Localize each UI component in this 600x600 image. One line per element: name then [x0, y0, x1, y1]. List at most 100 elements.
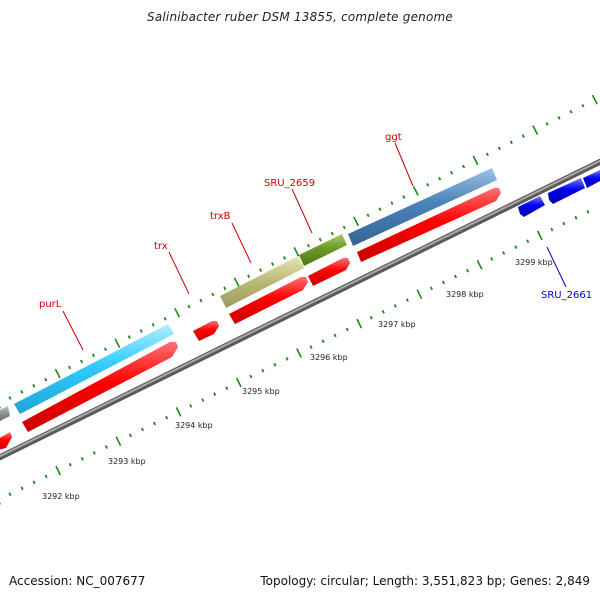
gene-label-SRU_2659[interactable]: SRU_2659 [264, 178, 315, 189]
inner-tick-major [356, 318, 363, 329]
inner-tick-minor [92, 451, 96, 455]
outer-tick-minor [211, 292, 215, 297]
outer-tick-major [54, 368, 61, 379]
cds-arrow-purL[interactable] [22, 342, 178, 432]
outer-tick-minor [103, 347, 107, 352]
outer-tick-major [591, 94, 598, 105]
inner-tick-minor [8, 492, 12, 496]
genome-backbone [0, 158, 600, 461]
gene-feature-SRU_2659[interactable] [299, 234, 347, 266]
kbp-label: 3297 kbp [378, 320, 416, 329]
inner-tick-minor [574, 215, 578, 220]
inner-tick-minor [441, 280, 446, 285]
kbp-label: 3292 kbp [42, 492, 80, 501]
inner-tick-minor [550, 227, 554, 232]
outer-tick-major [174, 307, 181, 318]
outer-tick-major [532, 125, 539, 135]
reverse-gene-track [518, 170, 600, 217]
gene-feature-reverse-3[interactable] [583, 170, 600, 188]
outer-tick-minor [32, 383, 36, 388]
outer-tick-minor [271, 262, 275, 266]
kbp-label: 3295 kbp [242, 387, 280, 396]
inner-tick-minor [201, 398, 205, 402]
outer-tick-minor [366, 213, 370, 218]
outer-tick-minor [390, 201, 394, 205]
cds-arrow-edge[interactable] [0, 432, 12, 450]
inner-tick-minor [454, 274, 458, 279]
outer-tick-minor [402, 195, 406, 199]
outer-tick-minor [462, 164, 466, 169]
gene-label-purL[interactable]: purL [39, 299, 62, 310]
outer-tick-row [0, 94, 598, 409]
inner-tick-minor [285, 357, 289, 361]
cds-arrow-trxB[interactable] [229, 277, 308, 324]
outer-tick-minor [44, 377, 48, 382]
kbp-label: 3299 kbp [515, 258, 553, 267]
inner-tick-minor [309, 345, 313, 349]
gene-labels: purL trx trxB SRU_2659 ggt SRU_2661 [39, 132, 592, 351]
outer-tick-minor [485, 152, 489, 157]
inner-tick-row [0, 210, 590, 505]
cds-arrow-trx[interactable] [193, 321, 219, 341]
inner-tick-major [296, 348, 302, 358]
gene-label-ggt[interactable]: ggt [385, 132, 402, 143]
inner-tick-minor [104, 445, 108, 449]
outer-tick-minor [450, 170, 454, 175]
inner-tick-minor [128, 433, 132, 438]
gene-feature-left-edge[interactable] [0, 406, 10, 422]
gene-feature-reverse-1[interactable] [518, 196, 545, 217]
outer-tick-minor [8, 396, 12, 400]
outer-tick-minor [378, 207, 382, 212]
inner-tick-minor [44, 474, 48, 479]
outer-tick-minor [151, 323, 155, 327]
cds-arrow-ggt[interactable] [357, 188, 501, 262]
inner-tick-minor [502, 251, 506, 255]
gene-feature-SRU_2661[interactable] [548, 178, 585, 204]
outer-tick-minor [127, 335, 131, 339]
cds-track [0, 188, 501, 450]
accession-label: Accession: NC_007677 [9, 574, 146, 588]
inner-tick-minor [80, 457, 84, 461]
outer-tick-major [353, 216, 360, 227]
inner-tick-major [115, 436, 122, 447]
outer-tick-major [233, 277, 240, 288]
outer-tick-minor [438, 176, 442, 181]
inner-tick-minor [345, 327, 349, 332]
inner-tick-minor [514, 245, 518, 249]
outer-tick-minor [426, 182, 430, 187]
gene-label-SRU_2661[interactable]: SRU_2661 [541, 290, 592, 301]
inner-tick-minor [429, 286, 434, 291]
gene-feature-purL[interactable] [14, 324, 174, 414]
cds-arrow-SRU_2659[interactable] [308, 258, 350, 286]
inner-tick-minor [393, 304, 397, 308]
gene-feature-trxB[interactable] [220, 256, 304, 308]
inner-tick-minor [333, 333, 337, 338]
outer-tick-major [472, 155, 479, 166]
gene-label-trx[interactable]: trx [154, 241, 168, 252]
outer-tick-minor [80, 359, 84, 364]
kbp-scale-labels: 3292 kbp 3293 kbp 3294 kbp 3295 kbp 3296… [42, 258, 553, 501]
inner-tick-minor [165, 415, 169, 420]
outer-tick-minor [557, 116, 561, 120]
map-title: Salinibacter ruber DSM 13855, complete g… [147, 10, 453, 24]
inner-tick-minor [405, 298, 409, 302]
inner-tick-minor [526, 239, 530, 244]
inner-tick-minor [381, 310, 385, 314]
kbp-label: 3298 kbp [446, 290, 484, 299]
gene-label-trxB[interactable]: trxB [210, 211, 231, 222]
inner-tick-major [536, 230, 543, 241]
inner-tick-minor [369, 315, 373, 320]
gene-feature-ggt[interactable] [348, 168, 497, 246]
outer-tick-minor [247, 274, 251, 278]
inner-tick-minor [249, 374, 253, 379]
forward-gene-track [0, 168, 497, 422]
inner-tick-minor [321, 339, 325, 344]
outer-tick-major [114, 338, 121, 348]
outer-tick-minor [545, 122, 549, 126]
outer-tick-minor [342, 225, 346, 230]
inner-tick-minor [32, 480, 36, 485]
inner-tick-minor [466, 268, 470, 273]
kbp-label: 3293 kbp [108, 457, 146, 466]
